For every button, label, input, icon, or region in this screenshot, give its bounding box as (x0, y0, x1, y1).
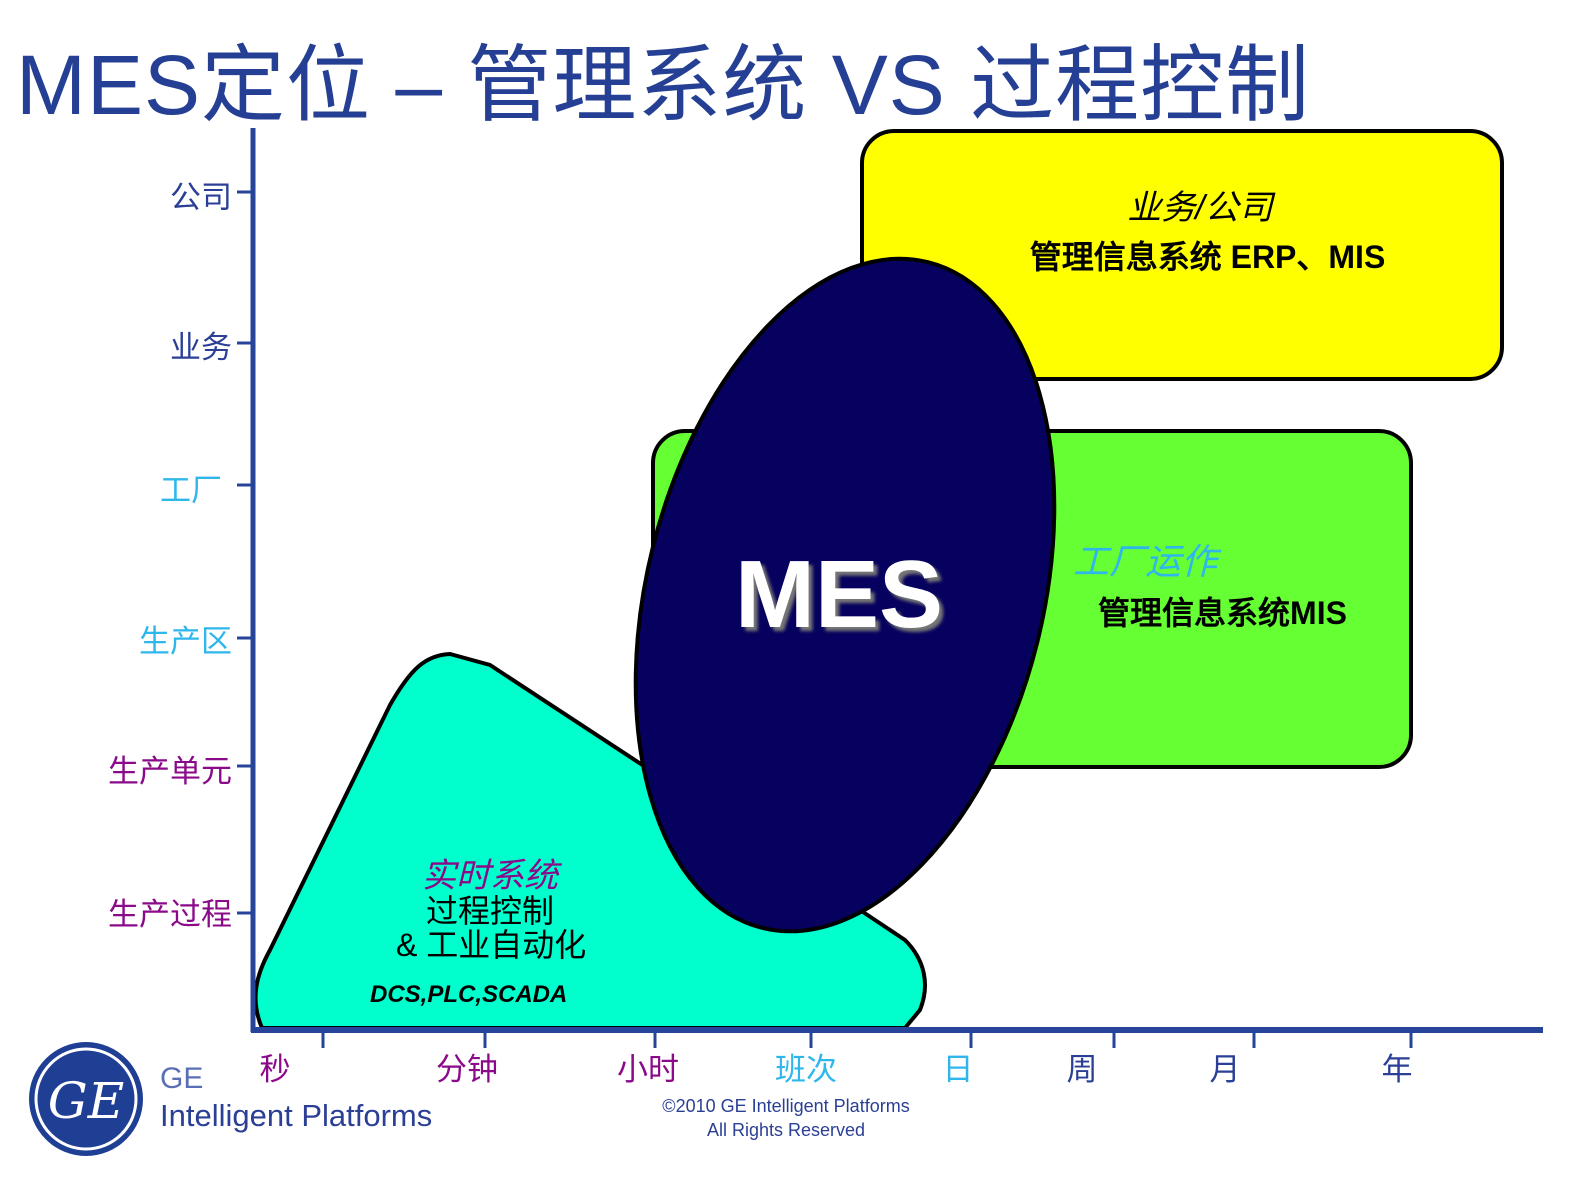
y-axis (237, 128, 256, 1032)
mes-label: MES (735, 541, 944, 648)
y-label-business: 业务 (170, 330, 232, 366)
realtime-line3: DCS,PLC,SCADA (370, 981, 568, 1008)
realtime-title: 实时系统 (422, 856, 558, 896)
x-label-hour: 小时 (617, 1052, 679, 1088)
y-label-area: 生产区 (139, 624, 232, 660)
mes-ellipse (633, 256, 1057, 934)
x-axis (251, 1027, 1543, 1048)
x-label-minute: 分钟 (436, 1052, 498, 1088)
x-label-month: 月 (1209, 1052, 1241, 1088)
x-label-week: 周 (1066, 1052, 1098, 1088)
erp-box (860, 129, 1504, 381)
rights-reserved: All Rights Reserved (706, 1120, 866, 1140)
y-label-plant: 工厂 (160, 473, 222, 509)
realtime-shape (253, 651, 927, 1030)
realtime-line1: 过程控制 (426, 892, 555, 930)
mis-box-text: 管理信息系统MIS (1098, 595, 1347, 631)
erp-box-text: 管理信息系统 ERP、MIS (1029, 239, 1386, 275)
brand-short: GE (160, 1062, 204, 1095)
x-label-shift: 班次 (775, 1052, 837, 1088)
ge-logo: GE (29, 1042, 143, 1156)
x-label-second: 秒 (259, 1052, 291, 1088)
svg-text:GE: GE (48, 1072, 124, 1130)
erp-box-title: 业务/公司 (1127, 189, 1273, 227)
y-label-process: 生产过程 (108, 897, 232, 933)
y-label-cell: 生产单元 (108, 754, 232, 790)
realtime-line2: & 工业自动化 (396, 927, 587, 963)
mis-box-title: 工厂运作 (1072, 541, 1217, 582)
slide-title: MES定位 – 管理系统 VS 过程控制 (16, 38, 1311, 132)
brand-long: Intelligent Platforms (160, 1098, 433, 1133)
y-label-company: 公司 (170, 180, 232, 216)
x-label-day: 日 (942, 1052, 974, 1088)
x-label-year: 年 (1381, 1052, 1413, 1088)
copyright: ©2010 GE Intelligent Platforms (662, 1096, 910, 1116)
